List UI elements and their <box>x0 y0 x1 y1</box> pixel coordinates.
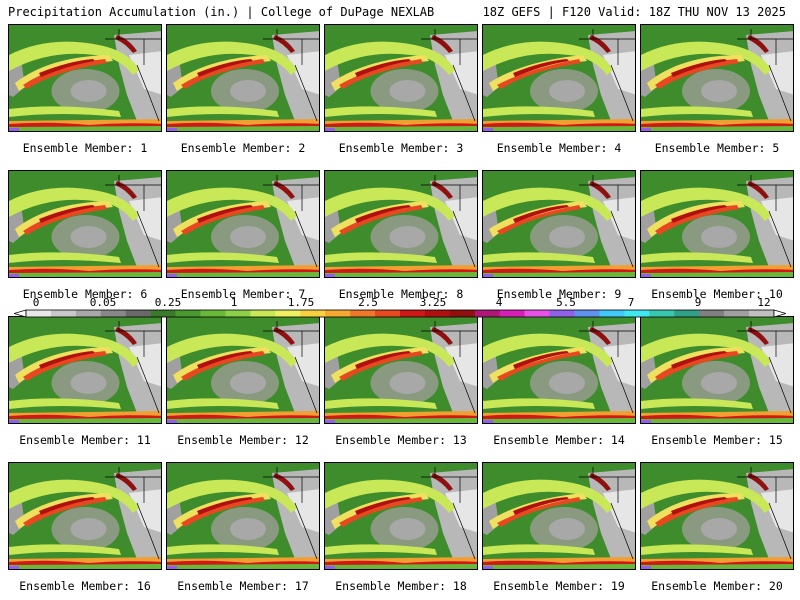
colorbar-swatch <box>449 310 476 317</box>
ensemble-member-label: Ensemble Member: 20 <box>651 579 783 593</box>
ensemble-member-map <box>166 24 320 132</box>
colorbar-tick-label: 12 <box>757 296 771 309</box>
ensemble-member-label: Ensemble Member: 11 <box>19 433 151 447</box>
colorbar-tick-label: 5.5 <box>556 296 576 309</box>
colorbar-tick-label: 4 <box>495 296 503 309</box>
ensemble-member-label: Ensemble Member: 13 <box>335 433 467 447</box>
ensemble-member-label: Ensemble Member: 9 <box>496 287 622 301</box>
colorbar-swatch <box>524 310 550 317</box>
colorbar-tick-label: 0 <box>32 296 40 309</box>
ensemble-member-map <box>8 24 162 132</box>
ensemble-member-label: Ensemble Member: 19 <box>493 579 625 593</box>
ensemble-member-map <box>324 316 478 424</box>
ensemble-member-map <box>8 170 162 278</box>
colorbar-swatch <box>400 310 426 317</box>
colorbar-swatch <box>200 310 226 317</box>
colorbar-swatch <box>100 310 127 317</box>
colorbar-tick-label: 7 <box>627 296 635 309</box>
colorbar-tick-label: 0.25 <box>154 296 182 309</box>
colorbar-swatch <box>350 310 376 317</box>
colorbar-swatch <box>624 310 650 317</box>
colorbar-swatch <box>375 310 401 317</box>
colorbar-tick-label: 3.25 <box>419 296 447 309</box>
run-valid-time: 18Z GEFS | F120 Valid: 18Z THU NOV 13 20… <box>482 5 786 19</box>
ensemble-member-map <box>640 24 794 132</box>
colorbar-swatch <box>150 310 176 317</box>
ensemble-member-label: Ensemble Member: 10 <box>651 287 783 301</box>
ensemble-member-label: Ensemble Member: 6 <box>22 287 148 301</box>
ensemble-member-map <box>8 462 162 570</box>
ensemble-member-map <box>166 462 320 570</box>
colorbar-swatch <box>175 310 201 317</box>
colorbar-swatch <box>549 310 575 317</box>
colorbar-swatch <box>325 310 351 317</box>
colorbar-swatch <box>499 310 525 317</box>
ensemble-member-label: Ensemble Member: 14 <box>493 433 625 447</box>
ensemble-member-map <box>324 170 478 278</box>
ensemble-member-label: Ensemble Member: 2 <box>180 141 306 155</box>
ensemble-member-label: Ensemble Member: 7 <box>180 287 306 301</box>
ensemble-member-map <box>166 316 320 424</box>
colorbar-swatch <box>300 310 326 317</box>
ensemble-member-map <box>482 24 636 132</box>
ensemble-member-map <box>324 462 478 570</box>
colorbar-tick-label: 9 <box>694 296 702 309</box>
colorbar-swatch <box>574 310 600 317</box>
ensemble-member-map <box>482 316 636 424</box>
precip-colorbar <box>14 309 786 318</box>
ensemble-member-map <box>166 170 320 278</box>
colorbar-swatch <box>599 310 625 317</box>
chart-title: Precipitation Accumulation (in.) | Colle… <box>8 5 435 19</box>
colorbar-swatch <box>125 310 151 317</box>
ensemble-member-label: Ensemble Member: 3 <box>338 141 464 155</box>
ensemble-member-label: Ensemble Member: 17 <box>177 579 309 593</box>
colorbar-swatch <box>75 310 102 317</box>
colorbar-tick-label: 0.05 <box>89 296 117 309</box>
ensemble-member-map <box>482 462 636 570</box>
colorbar-tick-label: 1.75 <box>287 296 315 309</box>
colorbar-swatch <box>724 310 750 317</box>
colorbar-swatch <box>275 310 301 317</box>
colorbar-swatch <box>649 310 675 317</box>
ensemble-member-map <box>640 462 794 570</box>
ensemble-member-label: Ensemble Member: 1 <box>22 141 148 155</box>
colorbar-swatch <box>474 310 501 317</box>
colorbar-swatch <box>250 310 276 317</box>
colorbar-swatch <box>26 310 52 317</box>
colorbar-tick-label: 1 <box>230 296 238 309</box>
ensemble-member-label: Ensemble Member: 15 <box>651 433 783 447</box>
ensemble-member-label: Ensemble Member: 12 <box>177 433 309 447</box>
ensemble-member-map <box>640 316 794 424</box>
ensemble-member-label: Ensemble Member: 16 <box>19 579 151 593</box>
ensemble-member-label: Ensemble Member: 4 <box>496 141 622 155</box>
colorbar-swatch <box>749 310 775 317</box>
ensemble-member-map <box>640 170 794 278</box>
ensemble-member-map <box>8 316 162 424</box>
ensemble-member-label: Ensemble Member: 18 <box>335 579 467 593</box>
ensemble-member-label: Ensemble Member: 5 <box>654 141 780 155</box>
colorbar-tick-labels: 0 0.05 0.25 1 1.75 2.5 3.25 4 5.5 7 9 12 <box>0 297 800 309</box>
colorbar-swatch <box>424 310 451 317</box>
ensemble-member-map <box>324 24 478 132</box>
colorbar-swatch <box>225 310 251 317</box>
colorbar-swatch <box>699 310 725 317</box>
colorbar-tick-label: 2.5 <box>358 296 378 309</box>
ensemble-member-map <box>482 170 636 278</box>
colorbar-swatch <box>50 310 77 317</box>
ensemble-member-label: Ensemble Member: 8 <box>338 287 464 301</box>
colorbar-swatch <box>674 310 700 317</box>
